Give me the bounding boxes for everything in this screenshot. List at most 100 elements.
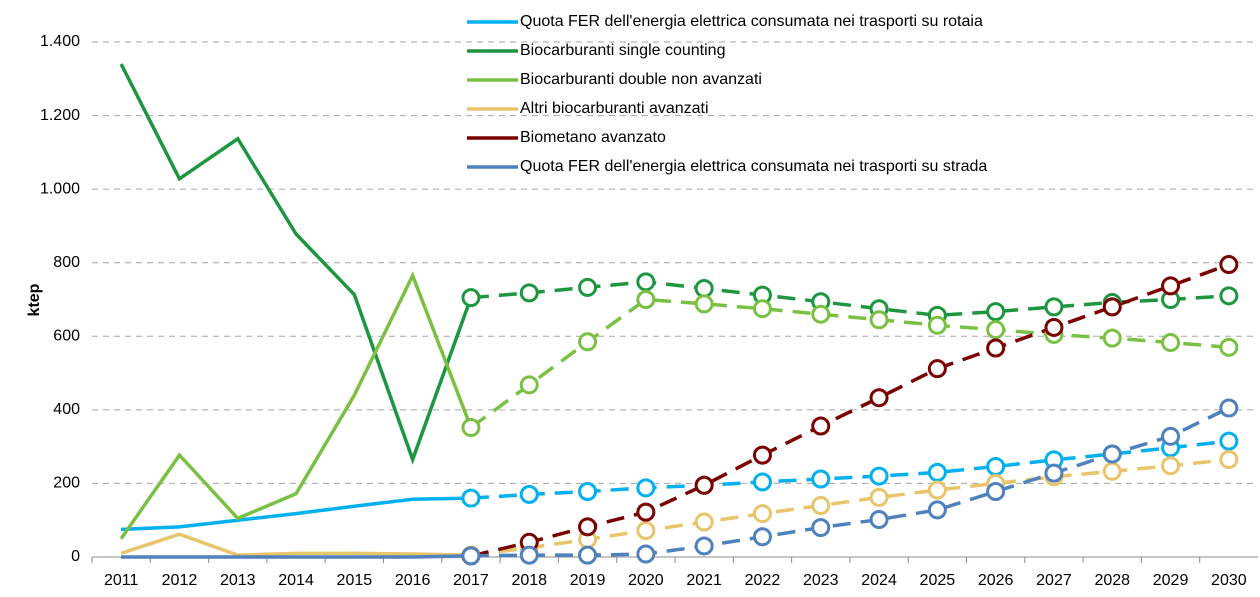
x-tick-label: 2020 [628,572,664,589]
x-tick-label: 2029 [1153,572,1189,589]
history-line [121,554,471,559]
history-line [121,496,471,532]
y-tick-label: 400 [53,401,80,418]
marker [811,469,831,489]
marker [1102,461,1122,481]
x-tick-label: 2026 [978,572,1014,589]
marker [986,302,1006,322]
marker [694,278,714,298]
x-tick-label: 2019 [570,572,606,589]
forecast-line [470,262,1230,558]
marker [1102,297,1122,317]
x-tick-label: 2013 [220,572,256,589]
marker [1219,286,1239,306]
marker [811,416,831,436]
marker [1102,328,1122,348]
marker [636,544,656,564]
marker [578,482,598,502]
forecast-line [470,406,1230,558]
marker [869,509,889,529]
legend-label: Biocarburanti double non avanzati [520,71,762,88]
x-tick-label: 2017 [453,572,489,589]
marker [519,484,539,504]
marker [752,504,772,524]
marker [986,457,1006,477]
marker [869,310,889,330]
legend-label: Quota FER dell'energia elettrica consuma… [520,158,987,175]
marker [694,294,714,314]
x-tick-label: 2025 [920,572,956,589]
x-tick-label: 2027 [1036,572,1072,589]
x-tick-label: 2022 [745,572,781,589]
y-axis-label: ktep [26,283,43,316]
marker [927,462,947,482]
marker [461,288,481,308]
marker [578,517,598,537]
marker [752,445,772,465]
marker [636,502,656,522]
marker [1044,463,1064,483]
marker [1161,426,1181,446]
marker [461,418,481,438]
marker [1102,444,1122,464]
forecast-line [470,457,1230,557]
x-tick-label: 2021 [686,572,722,589]
marker [461,546,481,566]
marker [986,320,1006,340]
marker [1219,255,1239,275]
forecast-line [469,297,1229,429]
marker [694,536,714,556]
y-tick-label: 1.400 [40,33,80,50]
marker [752,472,772,492]
x-tick-label: 2028 [1094,572,1130,589]
marker [927,359,947,379]
marker [752,527,772,547]
marker [752,299,772,319]
marker [927,315,947,335]
marker [869,388,889,408]
y-tick-label: 200 [53,475,80,492]
x-tick-label: 2011 [104,572,139,589]
marker [811,518,831,538]
forecast-line [470,280,1229,318]
x-tick-label: 2023 [803,572,839,589]
legend-label: Quota FER dell'energia elettrica consuma… [520,13,983,30]
marker [1161,333,1181,353]
markers [461,255,1239,566]
marker [1161,276,1181,296]
marker [694,475,714,495]
marker [519,375,539,395]
marker [1161,456,1181,476]
y-tick-label: 1.000 [40,180,80,197]
x-tick-label: 2016 [395,572,431,589]
marker [1219,431,1239,451]
marker [927,500,947,520]
lines [119,63,1230,559]
marker [636,290,656,309]
x-tick-label: 2012 [162,572,198,589]
marker [636,478,656,498]
marker [1044,297,1064,317]
x-tick-label: 2030 [1211,572,1247,589]
marker [519,545,539,565]
marker [1219,450,1239,470]
marker [1219,398,1239,418]
marker [811,496,831,515]
marker [461,488,481,508]
marker [578,332,598,352]
y-tick-label: 800 [53,254,80,271]
marker [636,521,656,541]
x-tick-label: 2024 [861,572,897,589]
history-line [119,63,473,465]
y-tick-label: 1.200 [40,107,80,124]
marker [694,512,714,532]
marker [811,304,831,324]
y-tick-label: 0 [71,548,80,565]
marker [986,338,1006,358]
marker [869,466,889,486]
marker [636,272,656,292]
forecast-line [470,439,1230,500]
marker [519,283,539,303]
legend-label: Altri biocarburanti avanzati [520,100,709,117]
